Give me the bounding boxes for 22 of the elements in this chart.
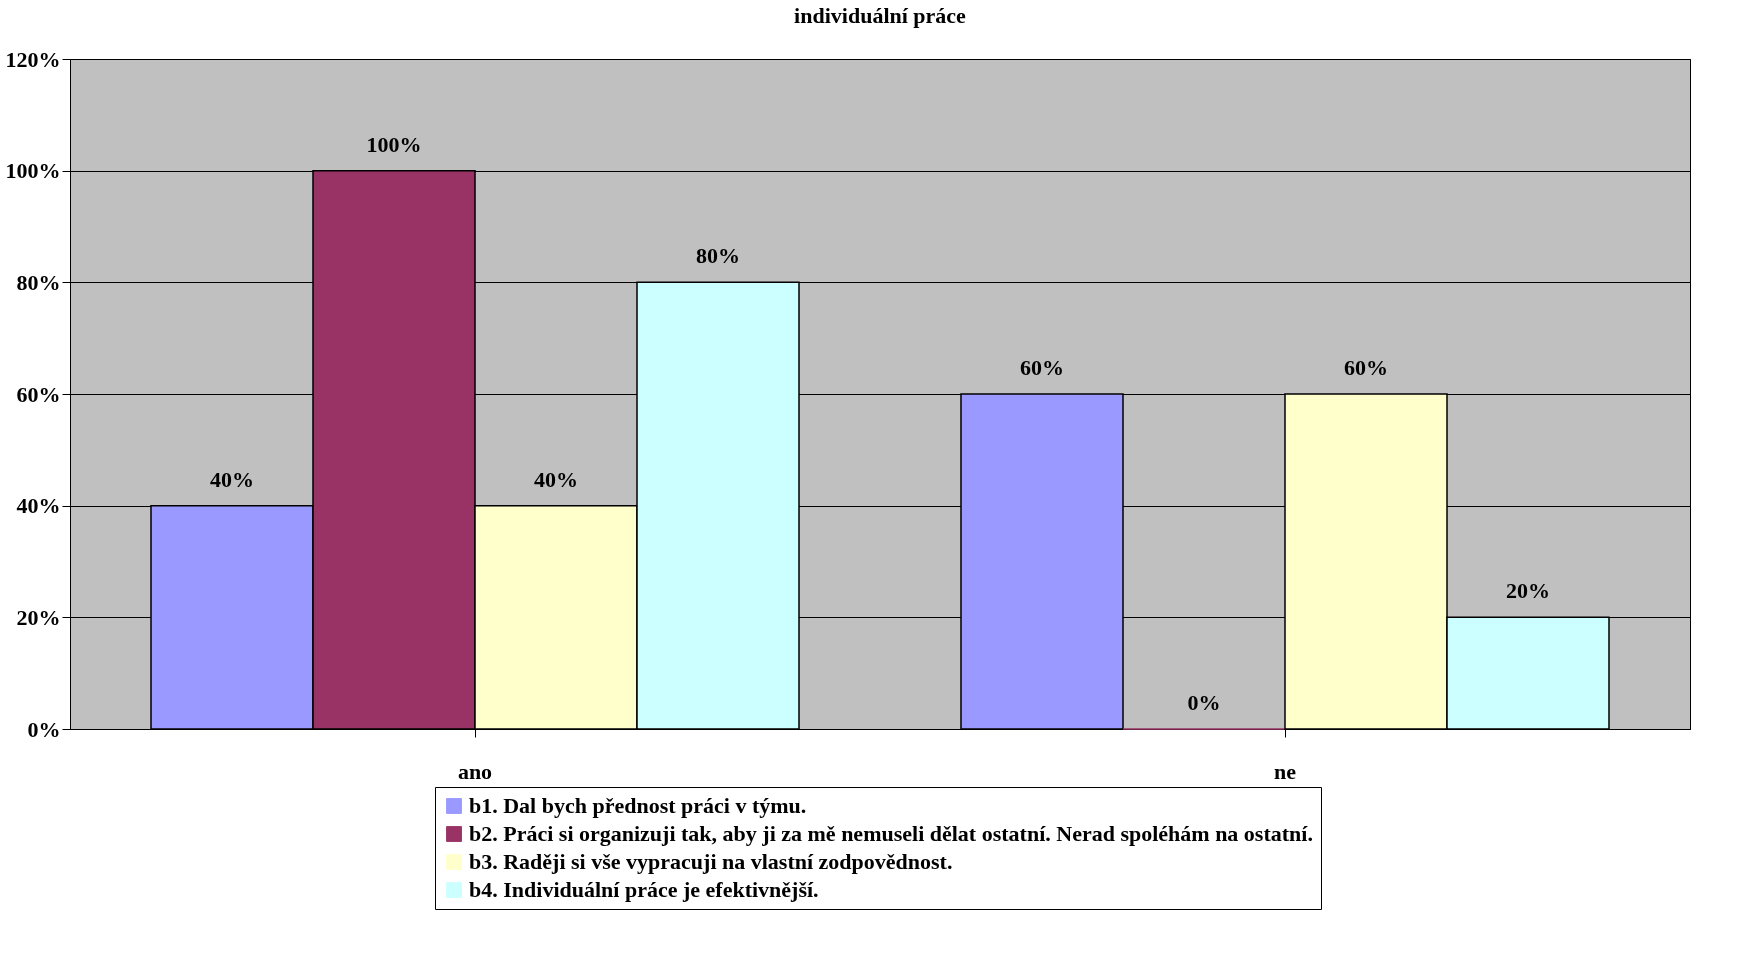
data-label: 20% [1506, 578, 1550, 604]
data-label: 60% [1344, 355, 1388, 380]
data-label: 60% [1020, 355, 1064, 380]
legend-label: b1. Dal bych přednost práci v týmu. [469, 793, 807, 818]
y-tick-label: 60% [16, 381, 61, 407]
chart-title: individuální práce [794, 3, 967, 28]
data-label: 40% [210, 466, 254, 492]
y-tick-label: 20% [16, 604, 61, 630]
data-label: 80% [696, 243, 740, 269]
x-tick-label: ano [457, 758, 493, 784]
data-label: 100% [366, 131, 422, 157]
x-tick-label: ne [1274, 758, 1297, 784]
y-tick-label: 80% [16, 269, 61, 295]
y-tick-label: 40% [16, 493, 61, 519]
legend-label: b4. Individuální práce je efektivnější. [469, 877, 819, 902]
y-tick-label: 100% [5, 158, 61, 184]
legend-label: b3. Raději si vše vypracuji na vlastní zodpovědnost. [469, 849, 953, 874]
legend-label: b2. Práci si organizuji tak, aby ji za mě nemuseli dělat ostatní. Nerad spoléhám na ostatní. [469, 821, 1313, 846]
y-tick-label: 0% [27, 716, 61, 742]
data-label: 40% [534, 466, 578, 492]
data-label: 0% [1187, 690, 1221, 715]
y-tick-label: 120% [5, 46, 61, 72]
